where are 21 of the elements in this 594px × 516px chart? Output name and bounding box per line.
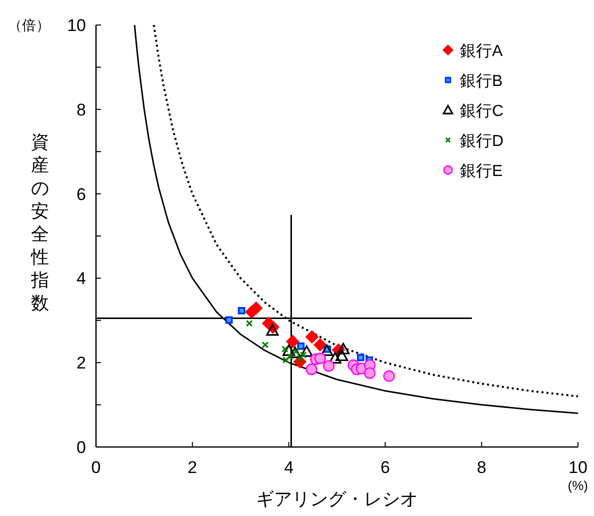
annotation: (%): [568, 478, 588, 493]
xtick: 8: [476, 458, 486, 477]
ytick: 0: [76, 438, 86, 457]
xtick: 2: [188, 458, 198, 477]
ytick: 8: [76, 100, 86, 120]
xtick: 6: [380, 458, 390, 477]
legend-label: 銀行D: [460, 133, 504, 150]
ytick: 10: [67, 16, 86, 35]
xtick: 10: [568, 458, 588, 477]
legend-label: 銀行C: [460, 103, 504, 120]
ytick: 6: [76, 184, 86, 204]
legend-label: 銀行E: [460, 163, 503, 180]
xtick: 0: [91, 458, 101, 477]
annotation: （倍）: [8, 17, 50, 33]
xlabel: ギアリング・レシオ: [256, 489, 418, 509]
legend-label: 銀行A: [460, 43, 503, 60]
ytick: 2: [76, 354, 86, 373]
ylabel: 資産の安全性指数: [31, 132, 49, 313]
ytick: 4: [76, 269, 86, 288]
xtick: 4: [284, 458, 294, 477]
legend-label: 銀行B: [460, 73, 503, 90]
